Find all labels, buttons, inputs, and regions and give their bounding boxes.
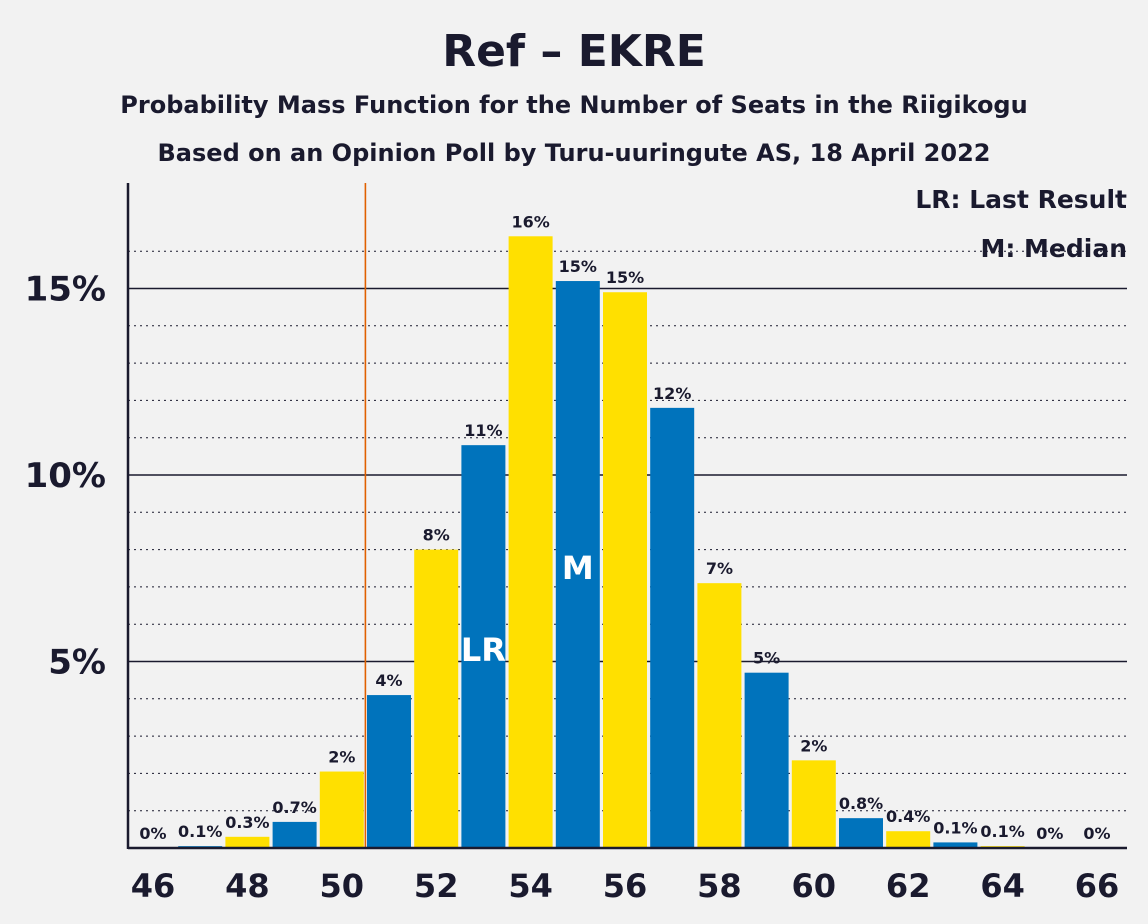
last-result-marker: LR <box>461 631 506 669</box>
value-label-seat-62: 0.4% <box>886 807 930 826</box>
value-label-seat-59: 5% <box>753 649 780 668</box>
bar-seat-62 <box>886 831 931 848</box>
bar-seat-56 <box>603 292 647 849</box>
value-label-seat-52: 8% <box>423 526 450 545</box>
y-tick-label: 10% <box>25 456 106 496</box>
x-tick-label: 66 <box>1075 867 1120 905</box>
y-tick-label: 15% <box>25 270 106 310</box>
bar-seat-51 <box>367 695 411 848</box>
legend-median: M: Median <box>980 234 1127 263</box>
legend-last-result: LR: Last Result <box>915 185 1127 214</box>
value-label-seat-61: 0.8% <box>839 794 883 813</box>
value-labels-group: 0% 0.1% 0.3%0.7%2%4%8%11%16%15%15%12%7%5%2… <box>139 212 1110 843</box>
value-label-seat-63: 0.1% <box>933 818 977 837</box>
value-label-seat-57: 12% <box>653 384 691 403</box>
x-tick-label: 56 <box>603 867 648 905</box>
value-label-seat-65: 0% <box>1036 824 1063 843</box>
bar-seat-61 <box>839 818 883 848</box>
value-label-seat-64: 0.1% <box>980 822 1024 841</box>
y-tick-label: 5% <box>48 643 106 683</box>
bar-seat-53 <box>461 445 506 848</box>
value-label-seat-51: 4% <box>375 671 402 690</box>
x-tick-label: 62 <box>886 867 931 905</box>
x-tick-label: 58 <box>697 867 742 905</box>
value-label-seat-56: 15% <box>606 268 644 287</box>
bar-seat-58 <box>697 583 742 848</box>
value-label-seat-53: 11% <box>464 421 502 440</box>
x-tick-label: 60 <box>792 867 837 905</box>
value-label-seat-48: 0.3% <box>225 813 269 832</box>
value-label-seat-47: 0.1% <box>178 822 222 841</box>
bar-seat-49 <box>272 821 317 848</box>
value-label-seat-54: 16% <box>511 212 549 231</box>
bar-seat-55 <box>555 281 600 848</box>
bar-seat-57 <box>650 407 695 848</box>
value-label-seat-49: 0.7% <box>272 798 316 817</box>
value-label-seat-55: 15% <box>559 257 597 276</box>
bar-seat-54 <box>508 236 553 848</box>
axes-group: 5% 10% 15% 46 48 50 52 54 56 58 60 62 64 66 <box>25 183 1127 905</box>
x-tick-label: 48 <box>225 867 270 905</box>
median-marker: M <box>562 549 594 587</box>
value-label-seat-46: 0% <box>139 824 166 843</box>
x-tick-label: 64 <box>980 867 1025 905</box>
value-label-seat-60: 2% <box>800 736 827 755</box>
chart-subtitle-2: Based on an Opinion Poll by Turu-uuringu… <box>158 139 991 167</box>
bar-seat-63 <box>933 842 978 848</box>
value-label-seat-66: 0% <box>1083 824 1110 843</box>
bar-seat-52 <box>414 549 459 848</box>
bar-seat-59 <box>744 672 789 848</box>
x-tick-label: 52 <box>414 867 459 905</box>
chart-subtitle-1: Probability Mass Function for the Number… <box>120 91 1027 119</box>
bar-seat-50 <box>319 771 364 848</box>
bar-seat-48 <box>225 836 270 848</box>
chart-title: Ref – EKRE <box>442 26 706 77</box>
x-tick-label: 50 <box>320 867 365 905</box>
value-label-seat-50: 2% <box>328 748 355 767</box>
value-label-seat-58: 7% <box>706 559 733 578</box>
x-tick-label: 54 <box>508 867 553 905</box>
bar-seat-60 <box>791 760 836 848</box>
x-tick-label: 46 <box>131 867 176 905</box>
bars-group <box>178 236 1025 849</box>
